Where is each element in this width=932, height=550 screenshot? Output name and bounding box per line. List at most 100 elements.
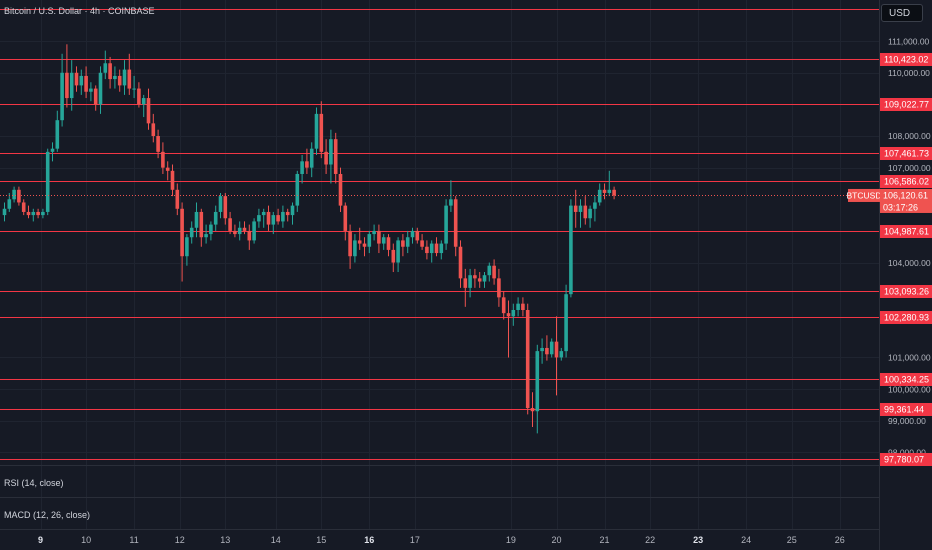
candle-body — [525, 310, 530, 409]
level-label: 104,987.61 — [884, 227, 929, 237]
candle-body — [357, 240, 362, 244]
candle-body — [209, 224, 213, 235]
price-tick-label: 108,000.00 — [888, 131, 931, 141]
candle-body — [132, 88, 136, 90]
candle-body — [180, 208, 184, 257]
candle-body — [276, 215, 280, 222]
candle-body — [189, 227, 194, 238]
price-axis[interactable]: 111,000.00 110,000.00 108,000.00 107,000.00… — [888, 36, 931, 457]
candle-body — [300, 161, 304, 174]
time-tick-label: 22 — [645, 535, 655, 545]
level-label: 109,022.77 — [884, 100, 929, 110]
candle-body — [473, 275, 477, 279]
price-tick-label: 107,000.00 — [888, 163, 931, 173]
candle-body — [84, 75, 88, 92]
candle-body — [377, 230, 381, 244]
candle-body — [372, 230, 376, 235]
time-tick-label: 16 — [364, 535, 374, 545]
rsi-indicator-label[interactable]: RSI (14, close) — [4, 478, 64, 488]
candle-body — [137, 88, 141, 105]
last-price-tag — [880, 188, 932, 213]
time-tick-label: 11 — [129, 535, 138, 545]
symbol-tag — [848, 188, 880, 202]
level-tag — [880, 98, 932, 111]
candle-body — [482, 275, 487, 282]
candle-body — [612, 189, 616, 196]
last-price-value: 106,120.61 — [883, 190, 928, 200]
level-label: 106,586.02 — [884, 177, 929, 187]
candle-body — [501, 297, 506, 314]
candle-body — [156, 136, 160, 152]
time-tick-label: 26 — [835, 535, 845, 545]
candle-body — [545, 347, 549, 355]
level-tag — [880, 403, 932, 416]
currency-button[interactable]: USD — [881, 4, 923, 22]
time-tick-label: 21 — [599, 535, 609, 545]
candle-body — [530, 408, 535, 412]
candle-body — [449, 199, 453, 206]
candle-body — [285, 211, 290, 216]
macd-indicator-label[interactable]: MACD (12, 26, close) — [4, 510, 90, 520]
chart-title: Bitcoin / U.S. Dollar · 4h · COINBASE — [4, 6, 155, 16]
level-label: 97,780.07 — [884, 455, 924, 465]
candle-body — [127, 69, 132, 89]
candle-body — [458, 246, 463, 279]
candle-body — [93, 88, 98, 105]
candle-body — [597, 189, 602, 203]
candle-body — [420, 240, 424, 247]
candle-body — [492, 265, 496, 279]
level-label: 107,461.73 — [884, 149, 929, 159]
time-tick-label: 14 — [271, 535, 281, 545]
candle-body — [50, 148, 55, 152]
candle-body — [540, 347, 544, 352]
candle-body — [266, 211, 271, 225]
candle-body — [343, 205, 348, 231]
candle-body — [535, 351, 540, 412]
candle-body — [324, 151, 328, 165]
candle-body — [314, 113, 319, 149]
candle-body — [444, 205, 448, 244]
price-tick-label: 100,000.00 — [888, 384, 931, 394]
candle-body — [583, 205, 588, 219]
candle-body — [564, 294, 568, 352]
candle-body — [396, 240, 400, 263]
time-axis[interactable]: 9 10 11 12 13 14 15 16 17 19 20 21 22 23 24 25 26 — [38, 535, 845, 545]
level-tag — [880, 53, 932, 66]
candle-body — [26, 211, 31, 216]
candle-body — [487, 265, 492, 276]
candle-body — [45, 151, 50, 212]
candle-body — [405, 237, 410, 247]
candle-body — [2, 208, 7, 216]
time-tick-label: 9 — [38, 535, 43, 545]
candle-body — [329, 139, 333, 165]
candle-body — [281, 211, 285, 222]
candle-body — [7, 199, 12, 209]
time-tick-label: 23 — [693, 535, 703, 545]
candle-body — [593, 202, 597, 209]
price-tick-label: 99,000.00 — [888, 416, 926, 426]
level-tag — [880, 225, 932, 238]
candle-body — [367, 234, 372, 247]
candle-body — [117, 75, 122, 86]
candle-body — [165, 167, 170, 171]
candle-body — [506, 313, 511, 317]
candle-body — [185, 237, 189, 257]
candle-body — [194, 211, 199, 228]
level-tag — [880, 373, 932, 386]
candle-body — [391, 249, 396, 263]
candle-body — [223, 196, 228, 219]
candle-body — [549, 341, 554, 355]
candle-body — [338, 173, 343, 206]
candle-body — [415, 230, 420, 241]
candle-body — [79, 75, 84, 86]
candle-body — [247, 230, 252, 241]
candle-body — [257, 215, 261, 222]
candle-body — [170, 170, 175, 190]
candle-body — [425, 246, 429, 254]
price-tick-label: 98,000.00 — [888, 448, 926, 458]
candle-body — [36, 211, 40, 216]
candle-body — [295, 173, 300, 206]
level-labels: 110,423.02 109,022.77 107,461.73 106,586.02… — [880, 53, 932, 466]
